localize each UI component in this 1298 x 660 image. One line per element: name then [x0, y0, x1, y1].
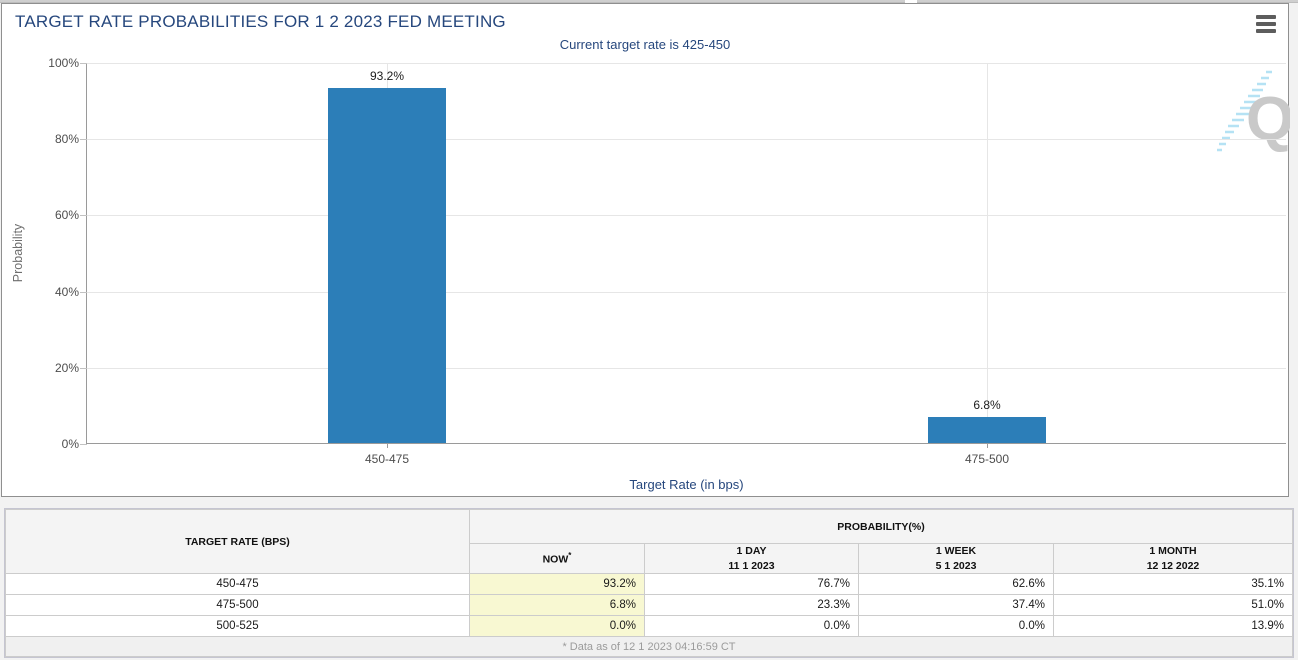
hamburger-menu-icon[interactable]	[1256, 15, 1278, 33]
hamburger-bar	[1256, 15, 1276, 19]
probability-bar-450-475[interactable]	[328, 87, 446, 443]
cell-1-week: 62.6%	[858, 573, 1054, 595]
cell-1-month: 35.1%	[1053, 573, 1293, 595]
chart-subtitle: Current target rate is 425-450	[559, 37, 731, 52]
category-column-450-475: 93.2%	[87, 63, 687, 443]
top-divider-gap	[905, 0, 917, 3]
col-label: 1 WEEK	[935, 545, 977, 558]
col-date: 5 1 2023	[935, 559, 977, 572]
col-group-header-probability: PROBABILITY(%)	[469, 509, 1293, 544]
x-tick-label: 450-475	[364, 452, 410, 466]
col-date: 12 12 2022	[1146, 559, 1200, 572]
data-as-of-footnote: * Data as of 12 1 2023 04:16:59 CT	[5, 636, 1293, 657]
gridline-20	[87, 368, 1286, 369]
cell-1-month: 51.0%	[1053, 594, 1293, 616]
cell-rate: 475-500	[5, 594, 470, 616]
col-header-now: NOW*	[469, 543, 645, 574]
chart-panel: TARGET RATE PROBABILITIES FOR 1 2 2023 F…	[1, 3, 1290, 497]
hamburger-bar	[1256, 22, 1276, 26]
cell-now: 0.0%	[469, 615, 645, 637]
y-tick-label: 0%	[61, 437, 79, 451]
y-tick	[80, 292, 87, 293]
cell-now: 6.8%	[469, 594, 645, 616]
quikstrike-watermark-icon: Q	[1217, 70, 1290, 154]
category-gridline	[987, 63, 988, 443]
cell-1-week: 0.0%	[858, 615, 1054, 637]
table-row: 450-475 93.2% 76.7% 62.6% 35.1%	[5, 573, 1293, 595]
col-header-1-week: 1 WEEK 5 1 2023	[858, 543, 1054, 574]
cell-1-day: 23.3%	[644, 594, 859, 616]
hamburger-bar	[1256, 29, 1276, 33]
x-tick	[987, 444, 988, 448]
watermark-letter: Q	[1246, 85, 1290, 154]
y-tick	[80, 63, 87, 64]
gridline-80	[87, 139, 1286, 140]
y-tick	[80, 215, 87, 216]
cell-1-month: 13.9%	[1053, 615, 1293, 637]
top-divider	[0, 0, 1298, 3]
y-tick-label: 40%	[54, 285, 79, 299]
x-tick	[387, 444, 388, 448]
y-axis-title: Probability	[11, 223, 26, 283]
x-tick-label: 475-500	[964, 452, 1010, 466]
gridline-60	[87, 215, 1286, 216]
category-column-475-500: 6.8%	[687, 63, 1287, 443]
y-tick	[80, 368, 87, 369]
plot-area: 100% 80% 60% 40% 20% 0% 93.2% 6.8% 450-4…	[11, 56, 1287, 492]
chart-title: TARGET RATE PROBABILITIES FOR 1 2 2023 F…	[15, 12, 506, 31]
y-tick-label: 100%	[48, 56, 79, 70]
col-header-1-month: 1 MONTH 12 12 2022	[1053, 543, 1293, 574]
gridline-100	[87, 63, 1286, 64]
bar-value-label: 6.8%	[973, 398, 1001, 413]
y-tick-label: 20%	[54, 361, 79, 375]
gridline-40	[87, 292, 1286, 293]
probability-bar-475-500[interactable]	[928, 417, 1046, 443]
probability-table: TARGET RATE (BPS) PROBABILITY(%) NOW* 1 …	[5, 509, 1293, 657]
y-tick-label: 80%	[54, 132, 79, 146]
y-tick	[80, 139, 87, 140]
now-asterisk: *	[568, 550, 572, 560]
y-tick-label: 60%	[54, 208, 79, 222]
cell-rate: 500-525	[5, 615, 470, 637]
table-row: 500-525 0.0% 0.0% 0.0% 13.9%	[5, 615, 1293, 637]
cell-rate: 450-475	[5, 573, 470, 595]
cell-1-week: 37.4%	[858, 594, 1054, 616]
col-label: 1 MONTH	[1149, 545, 1197, 558]
probability-table-panel: TARGET RATE (BPS) PROBABILITY(%) NOW* 1 …	[4, 508, 1294, 658]
col-header-target-rate: TARGET RATE (BPS)	[5, 509, 470, 574]
col-header-1-day: 1 DAY 11 1 2023	[644, 543, 859, 574]
cell-now: 93.2%	[469, 573, 645, 595]
bar-value-label: 93.2%	[369, 68, 405, 83]
col-label: 1 DAY	[736, 545, 767, 558]
x-axis-title: Target Rate (in bps)	[629, 477, 744, 492]
cell-1-day: 76.7%	[644, 573, 859, 595]
cell-1-day: 0.0%	[644, 615, 859, 637]
col-date: 11 1 2023	[728, 559, 775, 572]
table-row: 475-500 6.8% 23.3% 37.4% 51.0%	[5, 594, 1293, 616]
y-tick	[80, 444, 87, 445]
now-label: NOW	[542, 553, 569, 566]
